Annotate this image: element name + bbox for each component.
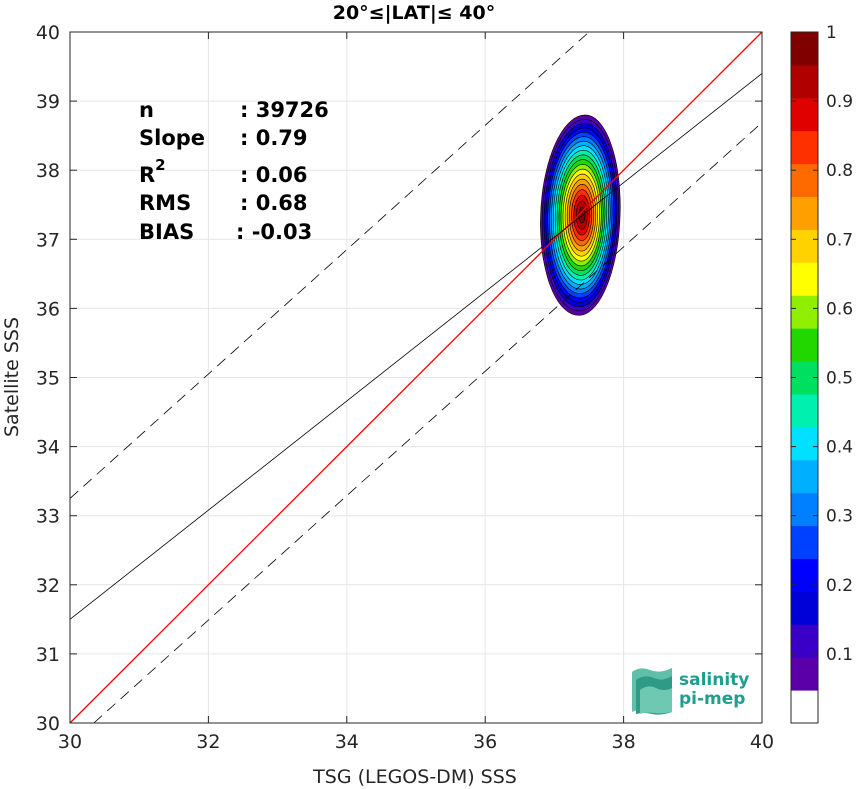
logo-line-2: pi-mep xyxy=(679,689,745,709)
colorbar-segment-8 xyxy=(791,426,818,461)
stat-value-rms: : 0.68 xyxy=(240,191,308,215)
colorbar-segment-4 xyxy=(791,558,818,592)
density-contours xyxy=(540,114,621,316)
colorbar-segment-9 xyxy=(791,393,818,428)
logo-line-1: salinity xyxy=(679,670,749,690)
x-tick-label: 30 xyxy=(58,731,82,753)
colorbar-segment-2 xyxy=(791,624,818,658)
stat-label-rms: RMS xyxy=(139,191,191,215)
colorbar-segment-3 xyxy=(791,591,818,625)
x-axis-label: TSG (LEGOS-DM) SSS xyxy=(312,766,517,788)
colorbar-tick-label: 0.7 xyxy=(826,230,853,250)
stat-value-bias: : -0.03 xyxy=(236,220,312,244)
regression-line xyxy=(69,73,763,620)
y-tick-label: 31 xyxy=(36,644,60,666)
lower-bound-line xyxy=(93,122,763,724)
colorbar-tick-label: 0.2 xyxy=(826,576,853,596)
colorbar-ticks: 0.1 0.2 0.3 0.4 0.5 0.6 0.7 0.8 0.9 1 xyxy=(791,23,853,665)
chart-title: 20°≤|LAT|≤ 40° xyxy=(333,2,496,24)
colorbar-tick-label: 0.9 xyxy=(826,92,853,112)
y-tick-label: 33 xyxy=(36,506,60,528)
y-tick-label: 34 xyxy=(36,437,60,459)
reference-lines xyxy=(69,31,763,724)
x-tick-label: 40 xyxy=(750,731,774,753)
y-tick-label: 30 xyxy=(36,713,60,735)
colorbar-tick-label: 0.3 xyxy=(826,507,853,527)
colorbar-segment-13 xyxy=(791,262,818,296)
colorbar-tick-label: 0.4 xyxy=(826,438,853,458)
y-tick-label: 32 xyxy=(36,575,60,597)
logo-waves-icon xyxy=(632,668,672,715)
upper-bound-line xyxy=(69,31,590,499)
colorbar-segment-12 xyxy=(791,295,818,329)
colorbar-segment-7 xyxy=(791,459,818,494)
colorbar-segment-15 xyxy=(791,196,818,230)
colorbar-segment-20 xyxy=(791,32,818,66)
colorbar-segment-5 xyxy=(791,525,818,559)
colorbar-tick-label: 0.5 xyxy=(826,369,853,389)
x-tick-label: 32 xyxy=(196,731,220,753)
x-tick-label: 38 xyxy=(612,731,636,753)
colorbar-segment-0 xyxy=(791,690,818,724)
colorbar-segment-14 xyxy=(791,229,818,263)
colorbar-tick-label: 0.8 xyxy=(826,161,853,181)
stat-label-slope: Slope xyxy=(139,126,205,150)
grid-lines xyxy=(69,31,763,724)
x-axis-ticks: 30 32 34 36 38 40 xyxy=(58,32,774,753)
x-tick-label: 36 xyxy=(473,731,497,753)
y-tick-label: 39 xyxy=(36,91,60,113)
colorbar-tick-label: 0.6 xyxy=(826,299,853,319)
stat-value-n: : 39726 xyxy=(240,98,329,122)
colorbar-segment-16 xyxy=(791,163,818,198)
y-axis-ticks: 30 31 32 33 34 35 36 37 38 39 40 xyxy=(36,22,762,735)
colorbar-tick-label: 0.1 xyxy=(826,645,853,665)
colorbar-segment-18 xyxy=(791,97,818,132)
colorbar-segment-19 xyxy=(791,64,818,99)
stat-label-bias: BIAS xyxy=(139,220,194,244)
y-tick-label: 40 xyxy=(36,22,60,44)
colorbar-segment-1 xyxy=(791,657,818,691)
y-tick-label: 36 xyxy=(36,298,60,320)
colorbar-segment-6 xyxy=(791,492,818,527)
y-tick-label: 37 xyxy=(36,229,60,251)
one-to-one-line xyxy=(69,31,763,724)
salinity-pimep-logo: salinity pi-mep xyxy=(632,668,749,715)
colorbar xyxy=(790,31,819,724)
colorbar-tick-label: 1 xyxy=(826,23,837,43)
stat-label-superscript: 2 xyxy=(155,156,165,174)
colorbar-segment-17 xyxy=(791,130,818,165)
stat-label-n: n xyxy=(139,98,154,122)
y-axis-label: Satellite SSS xyxy=(1,317,23,437)
colorbar-segment-11 xyxy=(791,328,818,362)
stat-value-slope: : 0.79 xyxy=(240,126,308,150)
y-tick-label: 35 xyxy=(36,368,60,390)
y-tick-label: 38 xyxy=(36,160,60,182)
x-tick-label: 34 xyxy=(335,731,359,753)
stat-value-r: : 0.06 xyxy=(240,163,308,187)
